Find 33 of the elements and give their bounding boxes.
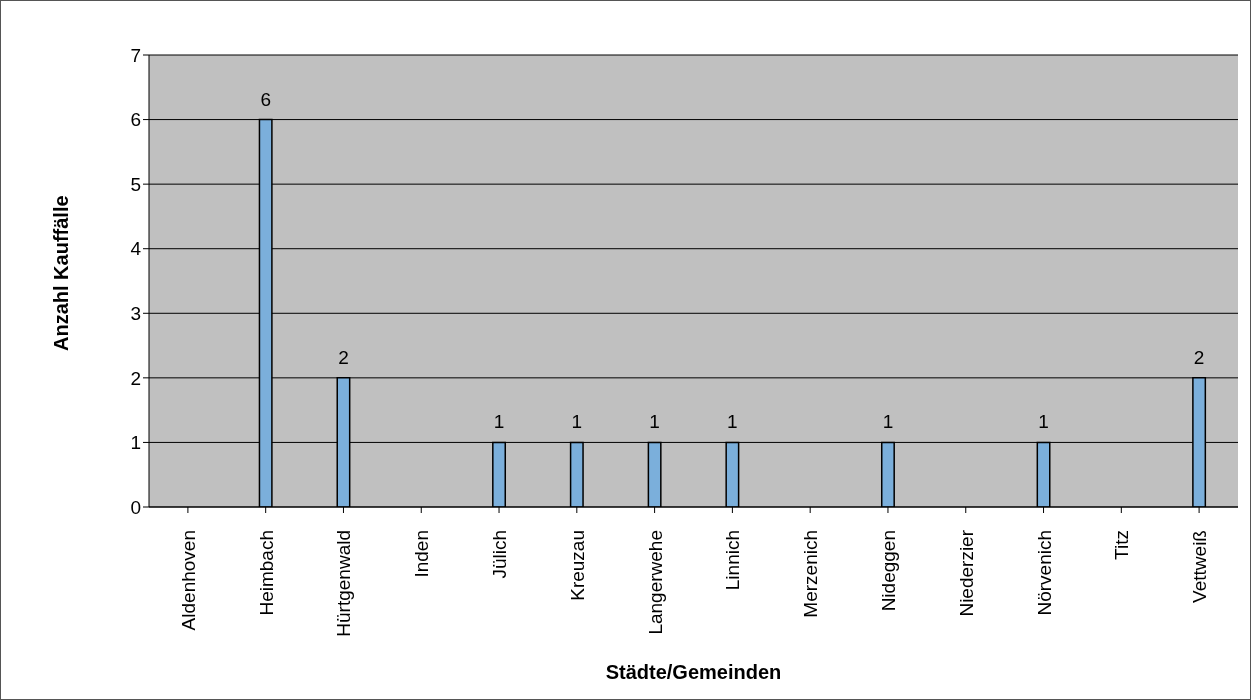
x-tick-label: Inden — [411, 530, 433, 578]
data-label: 2 — [1193, 346, 1205, 368]
x-axis-title: Städte/Gemeinden — [605, 661, 782, 683]
x-tick-label: Linnich — [722, 530, 744, 591]
y-tick-label: 5 — [130, 173, 141, 195]
x-tick-label: Heimbach — [255, 530, 277, 616]
y-axis-title: Anzahl Kauffälle — [50, 195, 73, 351]
data-label: 6 — [260, 88, 271, 110]
x-tick-label: Titz — [1111, 530, 1133, 560]
x-tick-label: Merzenich — [800, 530, 822, 618]
y-tick-label: 7 — [130, 44, 141, 66]
x-tick-label: Langerwehe — [644, 530, 666, 635]
x-tick-label: Nideggen — [877, 530, 899, 612]
data-label: 1 — [649, 411, 660, 433]
data-label: 1 — [882, 411, 894, 433]
data-label: 1 — [1038, 411, 1049, 433]
x-tick-label: Nörvenich — [1033, 530, 1055, 616]
y-tick-label: 3 — [130, 303, 141, 325]
data-label: 1 — [571, 411, 583, 433]
y-tick-label: 0 — [130, 496, 141, 518]
y-tick-label: 4 — [130, 238, 142, 260]
x-tick-label: Kreuzau — [566, 530, 588, 601]
x-tick-label: Jülich — [489, 530, 511, 579]
y-tick-label: 6 — [130, 109, 141, 131]
x-tick-label: Aldenhoven — [177, 530, 199, 631]
y-tick-label: 2 — [130, 367, 141, 389]
x-tick-label: Vettweiß — [1189, 530, 1211, 603]
data-label: 1 — [493, 411, 505, 433]
x-tick-label: Niederzier — [955, 529, 977, 617]
y-tick-label: 1 — [130, 432, 141, 454]
data-label: 1 — [727, 411, 738, 433]
x-tick-label: Hürtgenwald — [333, 530, 355, 637]
data-label: 2 — [338, 346, 349, 368]
